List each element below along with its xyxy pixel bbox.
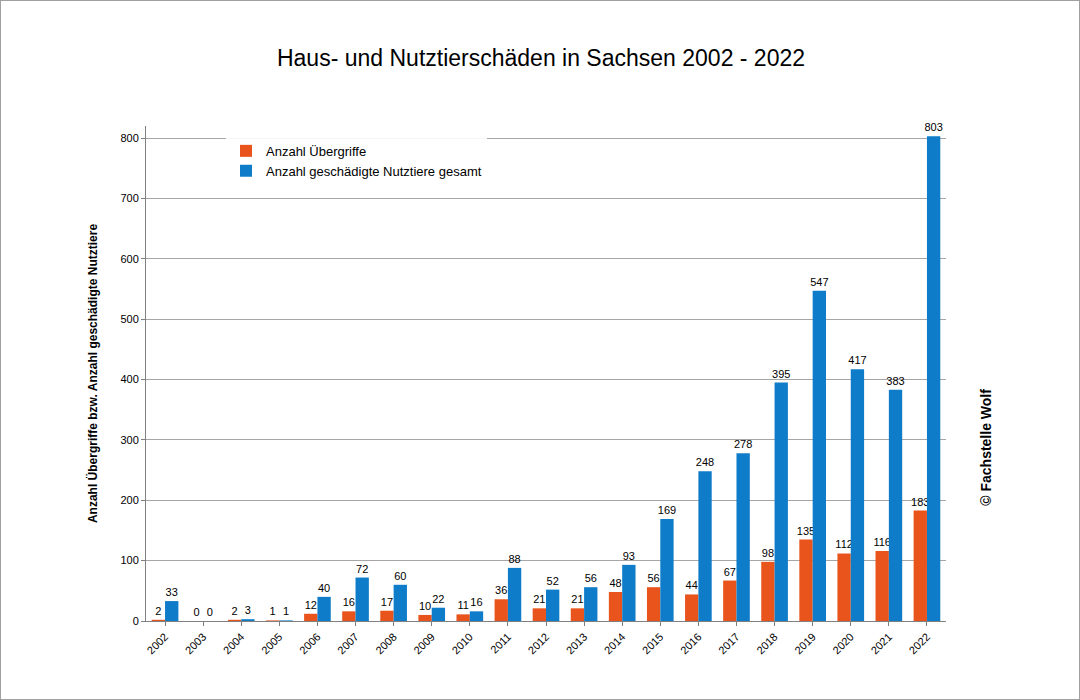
svg-text:2005: 2005: [259, 631, 285, 657]
svg-text:2004: 2004: [221, 631, 247, 657]
svg-text:1: 1: [270, 605, 276, 617]
svg-text:2012: 2012: [526, 631, 552, 657]
svg-text:600: 600: [120, 253, 138, 265]
svg-text:16: 16: [343, 596, 355, 608]
svg-text:248: 248: [696, 456, 714, 468]
svg-text:2013: 2013: [564, 631, 590, 657]
svg-text:Anzahl Übergriffe bzw. Anzahl: Anzahl Übergriffe bzw. Anzahl geschädigt…: [85, 224, 100, 523]
svg-text:2014: 2014: [602, 631, 628, 657]
svg-text:2020: 2020: [830, 631, 856, 657]
svg-text:12: 12: [305, 599, 317, 611]
svg-text:36: 36: [495, 584, 507, 596]
svg-text:3: 3: [245, 604, 251, 616]
svg-text:803: 803: [924, 121, 942, 133]
svg-text:60: 60: [394, 570, 406, 582]
svg-text:© Fachstelle Wolf: © Fachstelle Wolf: [978, 389, 994, 506]
svg-text:300: 300: [120, 434, 138, 446]
svg-text:Anzahl geschädigte Nutztiere g: Anzahl geschädigte Nutztiere gesamt: [266, 164, 482, 179]
svg-text:500: 500: [120, 313, 138, 325]
svg-text:0: 0: [193, 606, 199, 618]
svg-text:88: 88: [508, 553, 520, 565]
svg-text:2017: 2017: [716, 631, 742, 657]
svg-text:2008: 2008: [373, 631, 399, 657]
svg-text:400: 400: [120, 373, 138, 385]
svg-text:116: 116: [873, 536, 891, 548]
svg-text:67: 67: [724, 566, 736, 578]
svg-text:2003: 2003: [183, 631, 209, 657]
svg-text:21: 21: [571, 593, 583, 605]
svg-text:98: 98: [762, 547, 774, 559]
svg-text:48: 48: [609, 577, 621, 589]
svg-text:200: 200: [120, 494, 138, 506]
svg-text:2016: 2016: [678, 631, 704, 657]
svg-text:0: 0: [207, 606, 213, 618]
svg-text:800: 800: [120, 132, 138, 144]
svg-text:2006: 2006: [297, 631, 323, 657]
svg-text:100: 100: [120, 554, 138, 566]
svg-text:Anzahl Übergriffe: Anzahl Übergriffe: [266, 144, 366, 159]
svg-text:52: 52: [547, 575, 559, 587]
svg-text:2007: 2007: [335, 631, 361, 657]
svg-text:700: 700: [120, 192, 138, 204]
svg-text:16: 16: [470, 596, 482, 608]
svg-text:183: 183: [911, 496, 929, 508]
svg-text:56: 56: [585, 572, 597, 584]
svg-text:22: 22: [432, 593, 444, 605]
svg-text:2010: 2010: [449, 631, 475, 657]
svg-text:10: 10: [419, 600, 431, 612]
svg-text:383: 383: [886, 375, 904, 387]
svg-text:33: 33: [166, 586, 178, 598]
svg-text:56: 56: [647, 572, 659, 584]
svg-text:44: 44: [686, 579, 698, 591]
svg-text:40: 40: [318, 582, 330, 594]
svg-text:1: 1: [283, 605, 289, 617]
svg-text:135: 135: [797, 525, 815, 537]
svg-text:2009: 2009: [411, 631, 437, 657]
svg-text:0: 0: [133, 615, 139, 627]
svg-text:547: 547: [810, 276, 828, 288]
svg-text:2018: 2018: [754, 631, 780, 657]
svg-text:11: 11: [457, 599, 468, 611]
svg-text:72: 72: [356, 563, 368, 575]
svg-text:17: 17: [381, 596, 393, 608]
svg-text:112: 112: [835, 538, 853, 550]
svg-text:2021: 2021: [868, 631, 894, 657]
svg-text:2002: 2002: [145, 631, 171, 657]
svg-text:21: 21: [533, 593, 545, 605]
svg-text:2022: 2022: [906, 631, 932, 657]
svg-text:169: 169: [658, 504, 676, 516]
svg-text:2: 2: [232, 605, 238, 617]
svg-text:2011: 2011: [488, 631, 513, 656]
svg-text:395: 395: [772, 368, 790, 380]
svg-text:2019: 2019: [792, 631, 818, 657]
svg-text:2: 2: [155, 605, 161, 617]
svg-text:2015: 2015: [640, 631, 666, 657]
svg-text:Haus- und Nutztierschäden in S: Haus- und Nutztierschäden in Sachsen 200…: [277, 45, 805, 71]
svg-text:417: 417: [848, 354, 866, 366]
svg-text:278: 278: [734, 438, 752, 450]
svg-text:93: 93: [623, 550, 635, 562]
